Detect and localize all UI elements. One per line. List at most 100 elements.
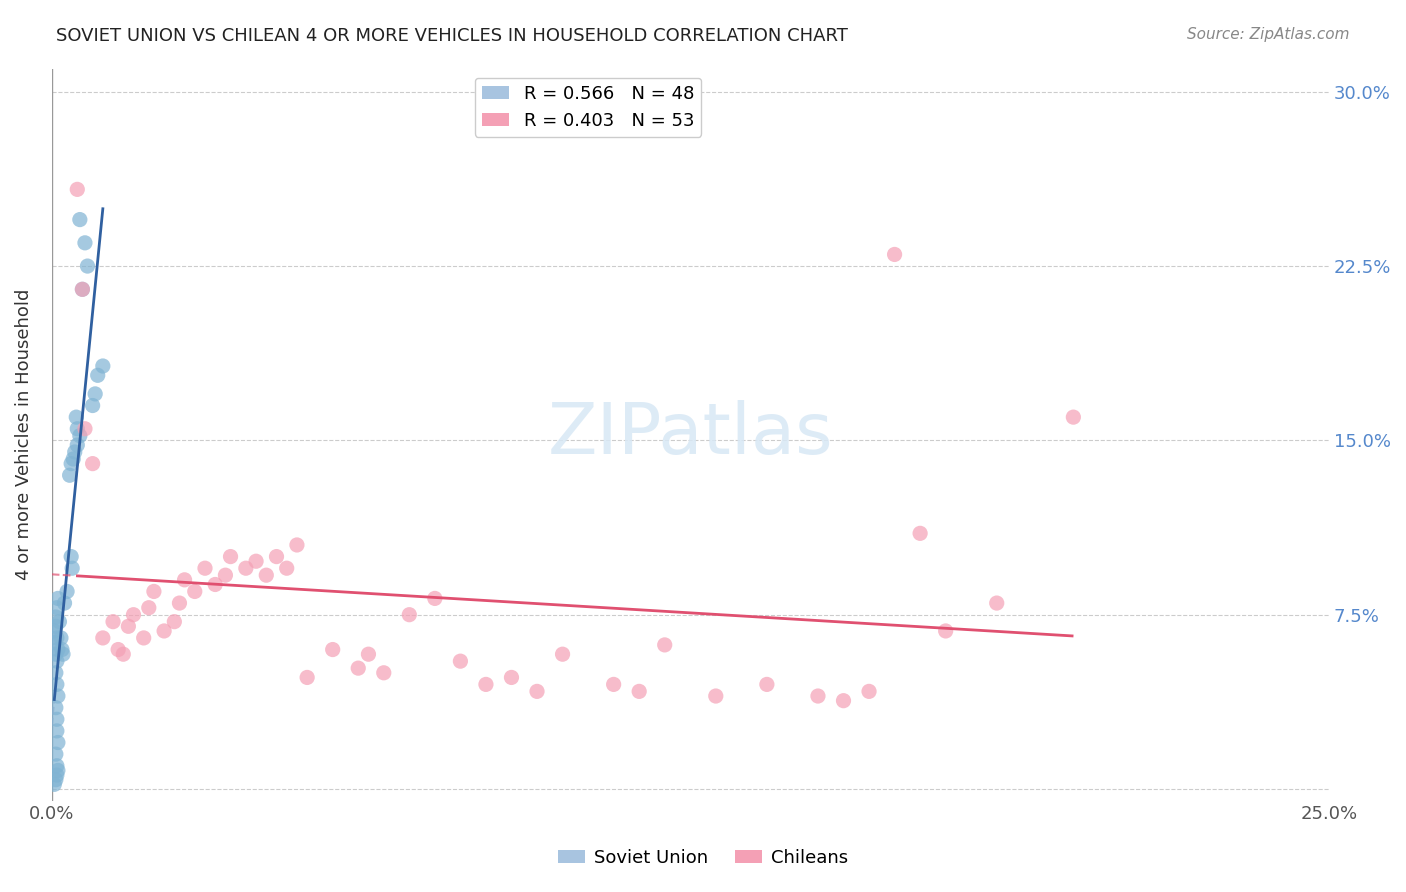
Chileans [132, 631, 155, 645]
Chileans [858, 684, 880, 698]
Chileans [204, 577, 226, 591]
Soviet Union [46, 591, 69, 606]
Legend: R = 0.566   N = 48, R = 0.403   N = 53: R = 0.566 N = 48, R = 0.403 N = 53 [475, 78, 702, 137]
Soviet Union [53, 596, 76, 610]
Soviet Union [45, 610, 67, 624]
Chileans [153, 624, 176, 638]
Chileans [986, 596, 1008, 610]
Chileans [398, 607, 420, 622]
Text: SOVIET UNION VS CHILEAN 4 OR MORE VEHICLES IN HOUSEHOLD CORRELATION CHART: SOVIET UNION VS CHILEAN 4 OR MORE VEHICL… [56, 27, 848, 45]
Soviet Union [56, 584, 79, 599]
Soviet Union [46, 689, 69, 703]
Soviet Union [45, 631, 67, 645]
Chileans [883, 247, 905, 261]
Soviet Union [45, 619, 67, 633]
Soviet Union [69, 428, 91, 442]
Chileans [91, 631, 114, 645]
Chileans [357, 647, 380, 661]
Chileans [807, 689, 830, 703]
Soviet Union [45, 712, 67, 726]
Soviet Union [84, 387, 107, 401]
Soviet Union [87, 368, 110, 383]
Text: Source: ZipAtlas.com: Source: ZipAtlas.com [1187, 27, 1350, 42]
Soviet Union [91, 359, 114, 373]
Chileans [501, 670, 523, 684]
Soviet Union [51, 642, 73, 657]
Chileans [628, 684, 651, 698]
Soviet Union [60, 457, 83, 471]
Text: ZIPatlas: ZIPatlas [547, 401, 834, 469]
Soviet Union [72, 282, 94, 296]
Soviet Union [46, 735, 69, 749]
Soviet Union [60, 549, 83, 564]
Soviet Union [76, 259, 98, 273]
Chileans [285, 538, 308, 552]
Chileans [82, 457, 104, 471]
Soviet Union [46, 764, 69, 778]
Chileans [475, 677, 498, 691]
Soviet Union [69, 212, 91, 227]
Chileans [122, 607, 145, 622]
Soviet Union [45, 665, 67, 680]
Legend: Soviet Union, Chileans: Soviet Union, Chileans [551, 842, 855, 874]
Chileans [214, 568, 236, 582]
Soviet Union [45, 772, 67, 787]
Chileans [295, 670, 318, 684]
Chileans [908, 526, 931, 541]
Chileans [449, 654, 471, 668]
Chileans [235, 561, 257, 575]
Chileans [194, 561, 217, 575]
Chileans [245, 554, 267, 568]
Soviet Union [44, 777, 66, 791]
Chileans [832, 694, 855, 708]
Soviet Union [48, 615, 70, 629]
Chileans [526, 684, 548, 698]
Chileans [66, 182, 89, 196]
Chileans [117, 619, 139, 633]
Soviet Union [45, 600, 67, 615]
Soviet Union [49, 631, 72, 645]
Chileans [73, 422, 96, 436]
Soviet Union [59, 468, 82, 483]
Soviet Union [45, 768, 67, 782]
Soviet Union [46, 642, 69, 657]
Chileans [219, 549, 242, 564]
Chileans [654, 638, 676, 652]
Chileans [322, 642, 344, 657]
Soviet Union [62, 452, 84, 467]
Soviet Union [60, 561, 83, 575]
Chileans [142, 584, 165, 599]
Soviet Union [52, 647, 75, 661]
Chileans [935, 624, 957, 638]
Chileans [266, 549, 288, 564]
Chileans [72, 282, 94, 296]
Soviet Union [45, 700, 67, 714]
Chileans [276, 561, 298, 575]
Soviet Union [63, 445, 86, 459]
Chileans [138, 600, 160, 615]
Chileans [184, 584, 207, 599]
Soviet Union [45, 647, 67, 661]
Chileans [373, 665, 395, 680]
Y-axis label: 4 or more Vehicles in Household: 4 or more Vehicles in Household [15, 289, 32, 581]
Soviet Union [66, 422, 89, 436]
Chileans [107, 642, 129, 657]
Chileans [347, 661, 370, 675]
Chileans [551, 647, 574, 661]
Chileans [112, 647, 135, 661]
Soviet Union [73, 235, 96, 250]
Soviet Union [65, 410, 87, 425]
Chileans [755, 677, 778, 691]
Soviet Union [45, 723, 67, 738]
Chileans [704, 689, 727, 703]
Soviet Union [44, 624, 66, 638]
Soviet Union [45, 654, 67, 668]
Chileans [169, 596, 191, 610]
Soviet Union [45, 758, 67, 772]
Chileans [1062, 410, 1084, 425]
Soviet Union [44, 635, 66, 649]
Chileans [173, 573, 195, 587]
Soviet Union [66, 438, 89, 452]
Chileans [163, 615, 186, 629]
Chileans [602, 677, 624, 691]
